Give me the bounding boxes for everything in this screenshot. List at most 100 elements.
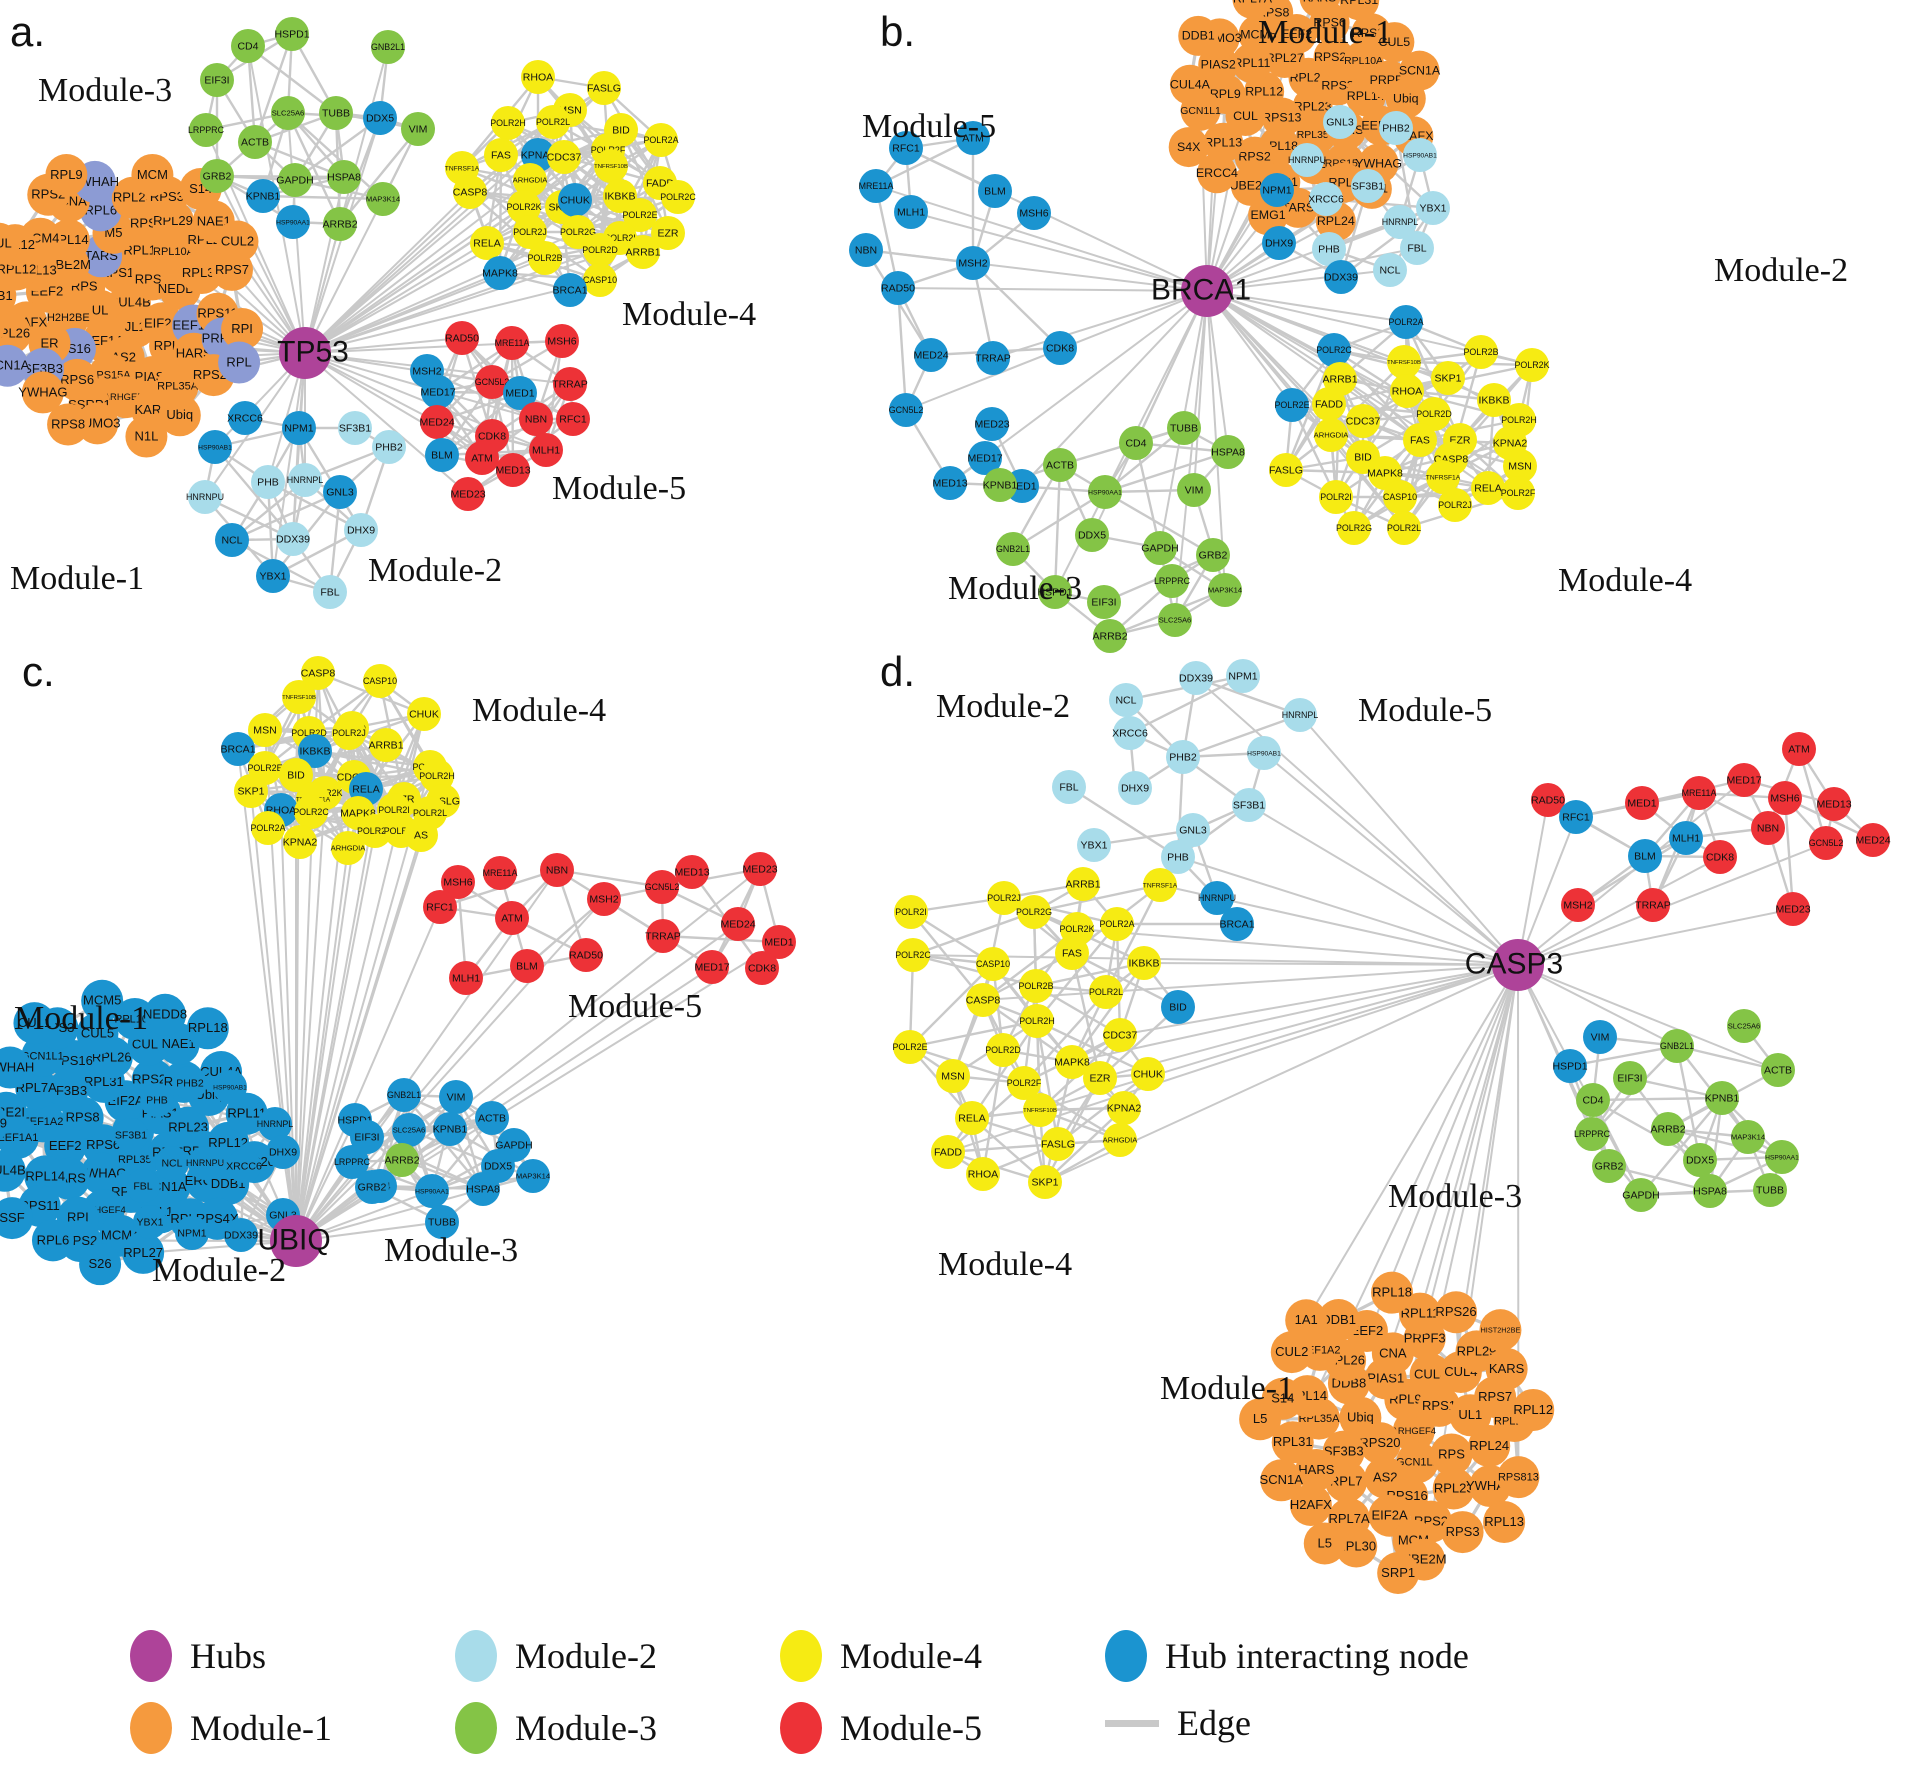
network-node[interactable]: MSH2	[1561, 888, 1595, 922]
network-node[interactable]: VIM	[1177, 473, 1211, 507]
network-node[interactable]: KPNA2	[283, 825, 318, 859]
node-circle[interactable]	[521, 60, 555, 94]
node-circle[interactable]	[0, 306, 5, 348]
network-node[interactable]: MRE11A	[1682, 776, 1717, 810]
node-circle[interactable]	[743, 852, 777, 886]
node-circle[interactable]	[1043, 448, 1077, 482]
network-node[interactable]: RELA	[955, 1101, 989, 1135]
network-node[interactable]: MLH1	[1669, 821, 1703, 855]
network-node[interactable]: ARRB1	[368, 728, 404, 762]
node-circle[interactable]	[1088, 475, 1122, 509]
node-circle[interactable]	[246, 179, 280, 213]
node-circle[interactable]	[218, 341, 261, 384]
node-circle[interactable]	[1324, 260, 1358, 294]
network-node[interactable]: LRPPRC	[334, 1145, 371, 1179]
network-node[interactable]: TRRAP	[975, 341, 1011, 375]
node-circle[interactable]	[1432, 1467, 1475, 1510]
node-circle[interactable]	[1232, 0, 1273, 19]
network-node[interactable]: CD4	[1119, 426, 1153, 460]
node-circle[interactable]	[1158, 603, 1192, 637]
network-node[interactable]: DHX9	[1118, 771, 1152, 805]
network-node[interactable]: UBIQ	[257, 1215, 331, 1267]
node-circle[interactable]	[188, 1146, 222, 1180]
node-circle[interactable]	[1262, 226, 1296, 260]
node-circle[interactable]	[503, 376, 537, 410]
node-circle[interactable]	[1435, 1291, 1478, 1334]
network-node[interactable]: N1L	[125, 415, 168, 458]
node-circle[interactable]	[158, 394, 201, 437]
node-circle[interactable]	[0, 222, 20, 265]
network-node[interactable]: PHB	[1312, 232, 1346, 266]
node-circle[interactable]	[279, 758, 313, 792]
network-node[interactable]: CDC37	[547, 140, 582, 174]
node-circle[interactable]	[441, 865, 475, 899]
node-circle[interactable]	[894, 195, 928, 229]
node-circle[interactable]	[583, 233, 617, 267]
node-circle[interactable]	[996, 532, 1030, 566]
network-node[interactable]: DDX5	[1683, 1143, 1717, 1177]
node-circle[interactable]	[1290, 143, 1324, 177]
network-node[interactable]: Ubiq	[158, 394, 201, 437]
node-circle[interactable]	[81, 979, 124, 1022]
network-node[interactable]: MED23	[450, 477, 486, 511]
network-node[interactable]: GRB2	[355, 1170, 389, 1204]
node-circle[interactable]	[1208, 573, 1242, 607]
node-circle[interactable]	[1260, 173, 1294, 207]
node-circle[interactable]	[445, 321, 479, 355]
network-node[interactable]: RELA	[1471, 471, 1505, 505]
network-node[interactable]: RPL6	[31, 1219, 74, 1262]
node-circle[interactable]	[294, 795, 328, 829]
network-node[interactable]: BID	[279, 758, 313, 792]
network-node[interactable]: CD4	[1576, 1083, 1610, 1117]
network-node[interactable]: CHUK	[1131, 1057, 1165, 1091]
network-node[interactable]: GRB2	[1196, 538, 1230, 572]
node-circle[interactable]	[587, 71, 621, 105]
network-node[interactable]: RAD50	[569, 938, 603, 972]
node-circle[interactable]	[140, 1083, 174, 1117]
node-circle[interactable]	[332, 716, 366, 750]
node-circle[interactable]	[363, 664, 397, 698]
network-node[interactable]: HSP90AA1	[276, 205, 310, 239]
node-circle[interactable]	[216, 220, 259, 263]
network-node[interactable]: DHX9	[344, 513, 378, 547]
network-node[interactable]: CDK8	[1043, 331, 1077, 365]
network-node[interactable]: FASLG	[587, 71, 621, 105]
network-node[interactable]: MLH1	[894, 195, 928, 229]
network-node[interactable]: XRCC6	[226, 1149, 262, 1183]
network-node[interactable]: MRE11A	[483, 856, 518, 890]
node-circle[interactable]	[186, 1007, 229, 1050]
network-node[interactable]: TUBB	[1753, 1173, 1787, 1207]
network-node[interactable]: TNFRSF10B	[594, 149, 628, 183]
network-node[interactable]: RAD50	[881, 271, 915, 305]
node-circle[interactable]	[13, 1002, 56, 1045]
network-node[interactable]: SSF	[0, 1197, 34, 1240]
network-node[interactable]: RPS23	[1313, 37, 1354, 78]
network-node[interactable]: BLM	[425, 438, 459, 472]
network-node[interactable]: CUL4	[1409, 1353, 1452, 1396]
network-node[interactable]: HNRNPU	[1288, 143, 1326, 177]
network-node[interactable]: POLR2C	[660, 180, 696, 214]
node-circle[interactable]	[1409, 1353, 1452, 1396]
network-node[interactable]: RPS8	[47, 403, 90, 446]
network-node[interactable]: HSPD1	[274, 17, 310, 51]
node-circle[interactable]	[1203, 122, 1244, 163]
network-node[interactable]: MED17	[1726, 763, 1762, 797]
network-node[interactable]: MSN	[248, 713, 282, 747]
node-circle[interactable]	[301, 656, 335, 690]
node-circle[interactable]	[491, 106, 525, 140]
network-node[interactable]: GAPDH	[1141, 531, 1179, 565]
node-circle[interactable]	[76, 1012, 119, 1055]
network-node[interactable]: HNRNPL	[287, 463, 324, 497]
network-node[interactable]: RPL31	[1339, 0, 1380, 21]
node-circle[interactable]	[983, 468, 1017, 502]
network-node[interactable]: RELA	[470, 226, 504, 260]
network-node[interactable]: ARHGDIA	[513, 163, 549, 197]
network-node[interactable]: FADD	[1312, 387, 1346, 421]
node-circle[interactable]	[1211, 435, 1245, 469]
node-circle[interactable]	[1299, 0, 1340, 18]
node-circle[interactable]	[144, 993, 187, 1036]
network-node[interactable]: HSP90AB1	[198, 430, 232, 464]
node-circle[interactable]	[1155, 564, 1189, 598]
network-node[interactable]: DHX9	[266, 1135, 300, 1169]
network-node[interactable]: HSP90AB1	[1403, 138, 1437, 172]
